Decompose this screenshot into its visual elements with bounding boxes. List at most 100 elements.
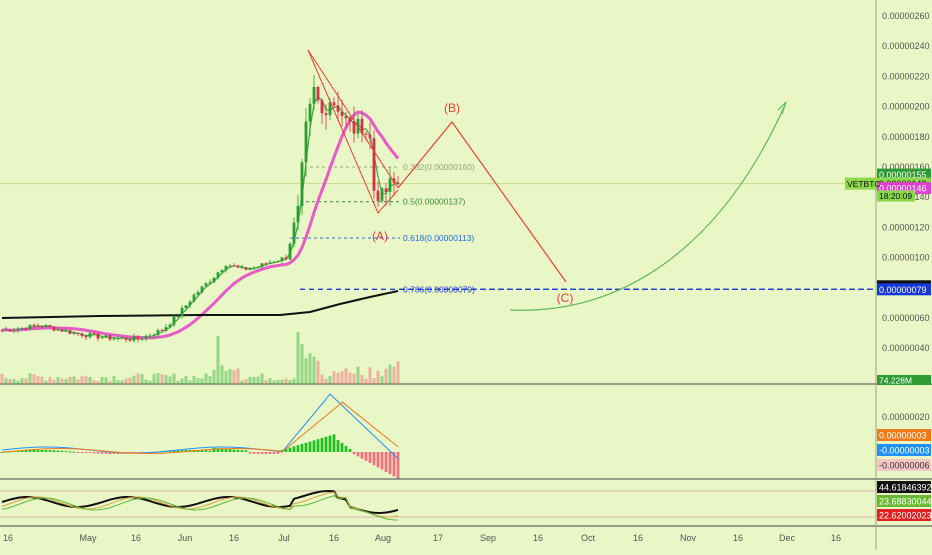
candle-body[interactable] xyxy=(8,329,12,332)
candle-body[interactable] xyxy=(96,333,100,339)
candle-body[interactable] xyxy=(60,329,64,332)
candle-body[interactable] xyxy=(0,330,4,332)
candle-body[interactable] xyxy=(148,335,152,337)
candle-body[interactable] xyxy=(260,263,264,267)
candle-body[interactable] xyxy=(244,267,248,270)
candle-body[interactable] xyxy=(332,102,336,106)
candle-body[interactable] xyxy=(124,337,128,340)
candle-body[interactable] xyxy=(188,301,192,306)
candle-series[interactable] xyxy=(0,74,400,343)
candle-body[interactable] xyxy=(156,330,160,335)
candle-body[interactable] xyxy=(316,87,320,101)
candle-body[interactable] xyxy=(384,188,388,192)
candle-body[interactable] xyxy=(256,266,260,268)
candle-body[interactable] xyxy=(304,121,308,163)
candle-body[interactable] xyxy=(352,121,356,134)
candle-body[interactable] xyxy=(24,327,28,330)
candle-body[interactable] xyxy=(248,268,252,270)
time-axis[interactable]: 16 May 16 Jun 16 Jul 16 Aug 17 Sep 16 Oct 16 Nov 16 Dec… xyxy=(3,533,841,543)
candle-body[interactable] xyxy=(376,190,380,201)
wave-bc-leg[interactable] xyxy=(397,121,567,283)
candle-body[interactable] xyxy=(336,105,340,112)
candle-body[interactable] xyxy=(128,339,132,341)
candle-body[interactable] xyxy=(80,333,84,336)
candle-body[interactable] xyxy=(180,308,184,317)
candle-body[interactable] xyxy=(132,336,136,341)
candle-body[interactable] xyxy=(200,286,204,293)
candle-body[interactable] xyxy=(64,330,68,332)
candle-body[interactable] xyxy=(172,316,176,325)
stoch-panel[interactable] xyxy=(0,489,876,521)
candle-body[interactable] xyxy=(280,257,284,262)
candle-body[interactable] xyxy=(396,182,400,185)
candle-body[interactable] xyxy=(208,282,212,284)
candle-body[interactable] xyxy=(288,243,292,260)
wave-a-upper[interactable] xyxy=(307,49,399,189)
candle-body[interactable] xyxy=(44,325,48,327)
candle-body[interactable] xyxy=(220,269,224,273)
candle-body[interactable] xyxy=(340,111,344,117)
wave-projection[interactable]: (A) (B) (C) xyxy=(307,49,787,311)
recovery-curve[interactable] xyxy=(509,104,786,311)
candle-body[interactable] xyxy=(296,205,300,223)
macd-panel[interactable] xyxy=(0,393,400,479)
candle-body[interactable] xyxy=(112,338,116,340)
candle-body[interactable] xyxy=(300,162,304,206)
candle-body[interactable] xyxy=(360,118,364,134)
candle-body[interactable] xyxy=(320,100,324,114)
candle-body[interactable] xyxy=(308,103,312,122)
candle-body[interactable] xyxy=(20,327,24,329)
candle-body[interactable] xyxy=(12,330,16,332)
candle-body[interactable] xyxy=(312,87,316,104)
candle-body[interactable] xyxy=(92,333,96,335)
candle-body[interactable] xyxy=(84,335,88,338)
candle-body[interactable] xyxy=(76,332,80,334)
candle-body[interactable] xyxy=(28,324,32,330)
candle-body[interactable] xyxy=(144,335,148,340)
candle-body[interactable] xyxy=(388,178,392,192)
candle-body[interactable] xyxy=(40,326,44,328)
candle-body[interactable] xyxy=(224,266,228,270)
candle-body[interactable] xyxy=(284,257,288,260)
candle-body[interactable] xyxy=(152,334,156,336)
wave-a-leg[interactable] xyxy=(307,49,399,214)
candle-body[interactable] xyxy=(228,265,232,267)
candle-body[interactable] xyxy=(168,324,172,328)
candle-body[interactable] xyxy=(252,267,256,269)
candle-body[interactable] xyxy=(372,138,376,191)
candle-body[interactable] xyxy=(392,178,396,183)
candle-body[interactable] xyxy=(140,339,144,341)
candle-body[interactable] xyxy=(292,222,296,244)
candle-body[interactable] xyxy=(212,277,216,283)
candle-body[interactable] xyxy=(348,118,352,122)
candle-body[interactable] xyxy=(52,326,56,331)
candle-body[interactable] xyxy=(196,292,200,295)
candle-body[interactable] xyxy=(4,329,8,331)
candle-body[interactable] xyxy=(236,265,240,268)
candle-body[interactable] xyxy=(324,113,328,116)
candle-body[interactable] xyxy=(104,335,108,338)
candle-body[interactable] xyxy=(72,332,76,334)
candle-body[interactable] xyxy=(16,328,20,331)
candle-body[interactable] xyxy=(120,337,124,339)
candle-body[interactable] xyxy=(272,261,276,263)
candle-body[interactable] xyxy=(328,102,332,116)
candle-body[interactable] xyxy=(344,116,348,119)
candle-body[interactable] xyxy=(204,283,208,287)
candle-body[interactable] xyxy=(48,325,52,327)
candle-body[interactable] xyxy=(116,337,120,339)
candle-body[interactable] xyxy=(36,325,40,327)
candle-body[interactable] xyxy=(56,329,60,331)
candle-body[interactable] xyxy=(268,262,272,264)
candle-body[interactable] xyxy=(364,133,368,135)
candle-body[interactable] xyxy=(240,267,244,269)
candle-body[interactable] xyxy=(380,188,384,201)
candle-body[interactable] xyxy=(88,333,92,338)
candle-body[interactable] xyxy=(232,265,236,267)
candle-body[interactable] xyxy=(184,305,188,309)
candle-body[interactable] xyxy=(160,330,164,332)
candle-body[interactable] xyxy=(108,335,112,340)
candle-body[interactable] xyxy=(136,336,140,340)
